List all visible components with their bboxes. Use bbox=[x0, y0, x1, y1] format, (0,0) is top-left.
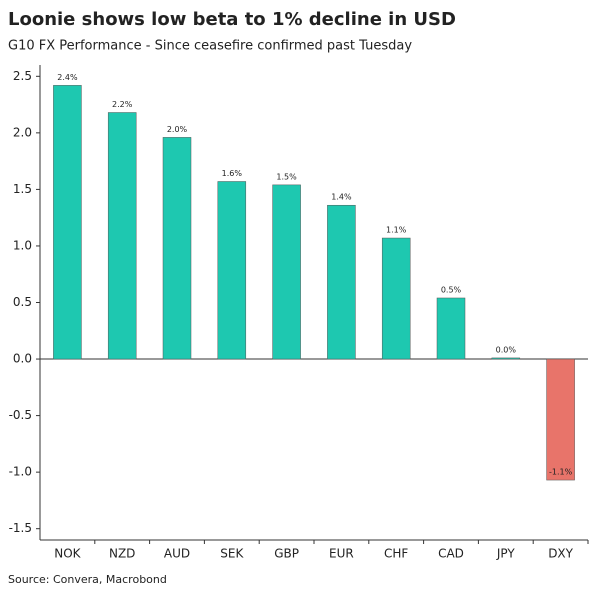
bar bbox=[546, 358, 575, 481]
x-tick-label: SEK bbox=[220, 547, 244, 561]
x-tick-label: AUD bbox=[164, 547, 190, 561]
y-tick-label: 1.0 bbox=[13, 238, 32, 252]
x-tick-label: JPY bbox=[496, 547, 516, 561]
source: Source: Convera, Macrobond bbox=[8, 573, 167, 586]
x-tick-label: EUR bbox=[329, 547, 354, 561]
y-tick-label: 2.0 bbox=[13, 125, 32, 139]
y-tick-label: -1.0 bbox=[9, 465, 32, 479]
y-tick-label: -1.5 bbox=[9, 521, 32, 535]
x-tick-label: GBP bbox=[274, 547, 299, 561]
value-label: 1.1% bbox=[386, 226, 407, 235]
x-tick-label: NZD bbox=[109, 547, 135, 561]
y-tick-label: 2.5 bbox=[13, 69, 32, 83]
x-tick-label: CHF bbox=[384, 547, 408, 561]
value-label: 0.5% bbox=[441, 285, 462, 294]
x-tick-label: NOK bbox=[54, 547, 81, 561]
value-label: 2.4% bbox=[57, 73, 78, 82]
y-tick-label: 1.5 bbox=[13, 182, 32, 196]
x-tick-label: CAD bbox=[438, 547, 464, 561]
x-tick-label: DXY bbox=[548, 547, 573, 561]
value-label: 1.5% bbox=[276, 172, 297, 181]
bar bbox=[491, 357, 521, 360]
bar bbox=[272, 184, 301, 360]
y-tick-label: 0.0 bbox=[13, 352, 32, 366]
value-label: 2.2% bbox=[112, 100, 133, 109]
y-tick-label: 0.5 bbox=[13, 295, 32, 309]
value-label: 2.0% bbox=[167, 125, 188, 134]
bar bbox=[436, 297, 466, 360]
chart-subtitle: G10 FX Performance - Since ceasefire con… bbox=[8, 39, 412, 54]
value-label: -1.1% bbox=[549, 468, 573, 477]
value-label: 1.6% bbox=[222, 169, 243, 178]
bar bbox=[107, 112, 137, 360]
y-tick-label: -0.5 bbox=[9, 408, 32, 422]
bar bbox=[53, 85, 82, 360]
value-label: 0.0% bbox=[496, 345, 517, 354]
value-label: 1.4% bbox=[331, 193, 352, 202]
bar bbox=[217, 181, 247, 360]
bar bbox=[162, 137, 192, 360]
bar bbox=[381, 237, 411, 360]
chart-title: Loonie shows low beta to 1% decline in U… bbox=[8, 9, 456, 30]
bar bbox=[327, 204, 356, 360]
